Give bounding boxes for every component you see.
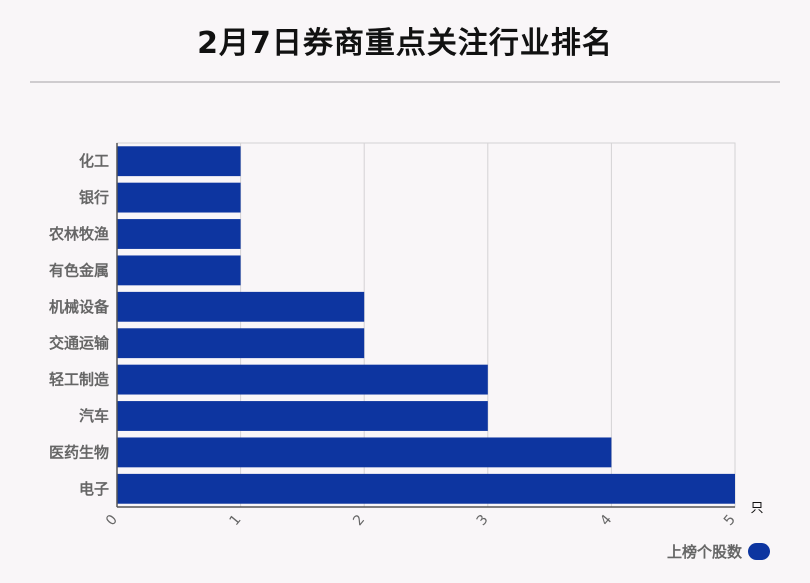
x-unit-label: 只 — [750, 501, 763, 516]
category-label: 农林牧渔 — [48, 225, 109, 243]
x-tick-label: 4 — [597, 512, 615, 529]
category-label: 轻工制造 — [49, 371, 109, 389]
bar — [117, 364, 488, 395]
bar — [117, 437, 612, 468]
legend-label: 上榜个股数 — [666, 543, 742, 561]
bar — [117, 473, 735, 504]
category-label: 医药生物 — [49, 443, 109, 461]
x-tick-label: 3 — [474, 512, 492, 529]
legend: 上榜个股数 — [667, 541, 770, 562]
category-label: 汽车 — [79, 407, 109, 425]
bar — [117, 401, 488, 431]
bar — [117, 291, 365, 322]
category-label: 有色金属 — [49, 261, 109, 279]
category-label: 化工 — [79, 152, 109, 170]
bar — [117, 219, 241, 249]
x-tick-label: 1 — [227, 512, 245, 529]
x-tick-label: 0 — [103, 512, 121, 529]
category-label: 机械设备 — [49, 298, 110, 316]
bar — [117, 328, 365, 359]
bar — [117, 182, 241, 213]
bar — [117, 146, 241, 177]
chart-title: 2月7日券商重点关注行业排名 — [197, 26, 613, 61]
legend-swatch — [748, 543, 770, 560]
category-label: 电子 — [79, 480, 109, 498]
x-tick-label: 5 — [721, 512, 739, 529]
x-tick-label: 2 — [350, 512, 368, 529]
title-divider — [30, 81, 780, 83]
category-label: 交通运输 — [49, 334, 110, 352]
bar — [117, 255, 241, 286]
category-label: 银行 — [79, 189, 109, 207]
